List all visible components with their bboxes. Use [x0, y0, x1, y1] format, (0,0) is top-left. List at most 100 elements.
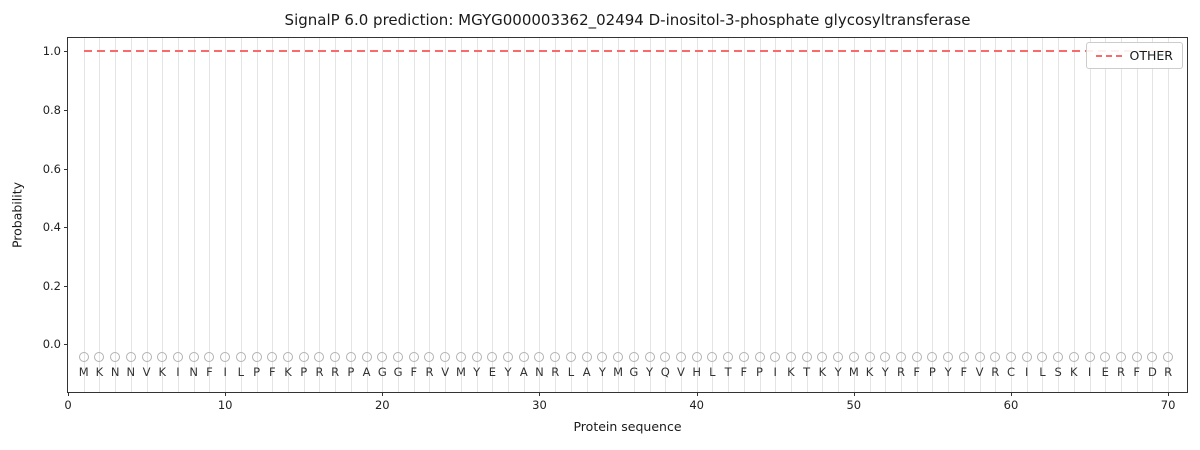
residue-letter: R	[991, 364, 1000, 379]
gridline	[115, 38, 117, 392]
residue-marker-icon	[848, 352, 859, 363]
y-tick-label: 0.8	[42, 103, 61, 118]
gridline	[1010, 38, 1012, 392]
gridline	[680, 38, 682, 392]
residue-marker-icon	[943, 352, 954, 363]
gridline	[99, 38, 101, 392]
residue-letter: V	[441, 364, 450, 379]
residue-letter: I	[1024, 364, 1029, 379]
residue-marker-icon	[1068, 352, 1079, 363]
residue-marker-icon	[801, 352, 812, 363]
gridline	[445, 38, 447, 392]
residue-marker-icon	[597, 352, 608, 363]
residue-marker-icon	[1005, 352, 1016, 363]
residue-letter: K	[1070, 364, 1078, 379]
x-tick-label: 0	[64, 398, 72, 412]
residue-letter: R	[896, 364, 905, 379]
residue-marker-icon	[1131, 352, 1142, 363]
residue-marker-icon	[1115, 352, 1126, 363]
residue-letter: P	[347, 364, 355, 379]
gridline	[240, 38, 242, 392]
gridline	[570, 38, 572, 392]
gridline	[178, 38, 179, 392]
y-tick-label: 0.2	[42, 278, 61, 293]
residue-letter: Y	[645, 364, 654, 379]
gridline	[1089, 38, 1091, 392]
gridline	[288, 38, 290, 392]
residue-letter: R	[551, 364, 560, 379]
residue-marker-icon	[1163, 352, 1174, 363]
y-tick-label: 1.0	[42, 44, 61, 59]
residue-letter: K	[865, 364, 874, 379]
residue-marker-icon	[235, 352, 246, 363]
residue-marker-icon	[817, 352, 828, 363]
residue-letter: I	[223, 364, 227, 379]
gridline	[900, 38, 902, 392]
gridline	[885, 38, 887, 392]
x-tick-label: 40	[689, 398, 704, 412]
gridline	[995, 38, 997, 392]
residue-letter: P	[928, 364, 936, 379]
residue-marker-icon	[738, 352, 749, 363]
gridline	[916, 38, 918, 392]
gridline	[1058, 38, 1060, 392]
residue-letter: N	[110, 364, 120, 379]
gridline	[838, 38, 840, 392]
residue-letter: K	[158, 364, 167, 379]
residue-letter: L	[237, 364, 245, 379]
residue-letter: I	[773, 364, 777, 379]
gridline	[193, 38, 195, 392]
x-tick-mark	[225, 392, 227, 396]
x-tick-label: 50	[846, 398, 862, 412]
residue-marker-icon	[581, 352, 592, 363]
residue-marker-icon	[503, 352, 514, 363]
residue-letter: E	[1101, 364, 1109, 379]
residue-marker-icon	[220, 352, 231, 363]
x-tick-mark	[1168, 392, 1170, 396]
gridline	[539, 38, 541, 392]
gridline	[476, 38, 478, 392]
residue-letter: R	[331, 364, 340, 379]
residue-letter: Y	[944, 364, 952, 379]
x-tick-label: 30	[532, 398, 547, 412]
residue-letter: I	[1087, 364, 1092, 379]
residue-marker-icon	[1053, 352, 1064, 363]
gridline	[1152, 38, 1154, 392]
gridline	[602, 38, 604, 392]
residue-marker-icon	[125, 352, 136, 363]
residue-letter: L	[567, 364, 575, 379]
x-tick-mark	[539, 392, 541, 396]
residue-letter: T	[803, 364, 811, 379]
residue-letter: K	[284, 364, 292, 379]
y-tick-label: 0.0	[42, 337, 61, 352]
residue-marker-icon	[550, 352, 561, 363]
gridline	[209, 38, 211, 392]
residue-marker-icon	[1147, 352, 1158, 363]
y-tick-mark	[64, 51, 68, 53]
gridline	[728, 38, 730, 392]
x-tick-label: 10	[217, 398, 233, 412]
residue-letter: K	[95, 364, 104, 379]
y-tick-mark	[64, 285, 68, 287]
residue-marker-icon	[141, 352, 152, 363]
gridline	[335, 38, 337, 392]
gridline	[523, 38, 525, 392]
residue-letter: N	[535, 364, 544, 379]
y-tick-mark	[64, 110, 68, 112]
residue-marker-icon	[408, 352, 419, 363]
residue-marker-icon	[518, 352, 529, 363]
residue-letter: I	[176, 364, 180, 379]
residue-letter: M	[613, 364, 624, 379]
gridline	[649, 38, 651, 392]
residue-letter: Y	[881, 364, 889, 379]
gridline	[492, 38, 494, 392]
residue-marker-icon	[377, 352, 388, 363]
residue-letter: M	[455, 364, 466, 379]
gridline	[508, 38, 510, 392]
gridline	[963, 38, 965, 392]
residue-marker-icon	[267, 352, 278, 363]
legend: OTHER	[1085, 42, 1183, 69]
gridline	[398, 38, 400, 392]
residue-letter: V	[676, 364, 685, 379]
